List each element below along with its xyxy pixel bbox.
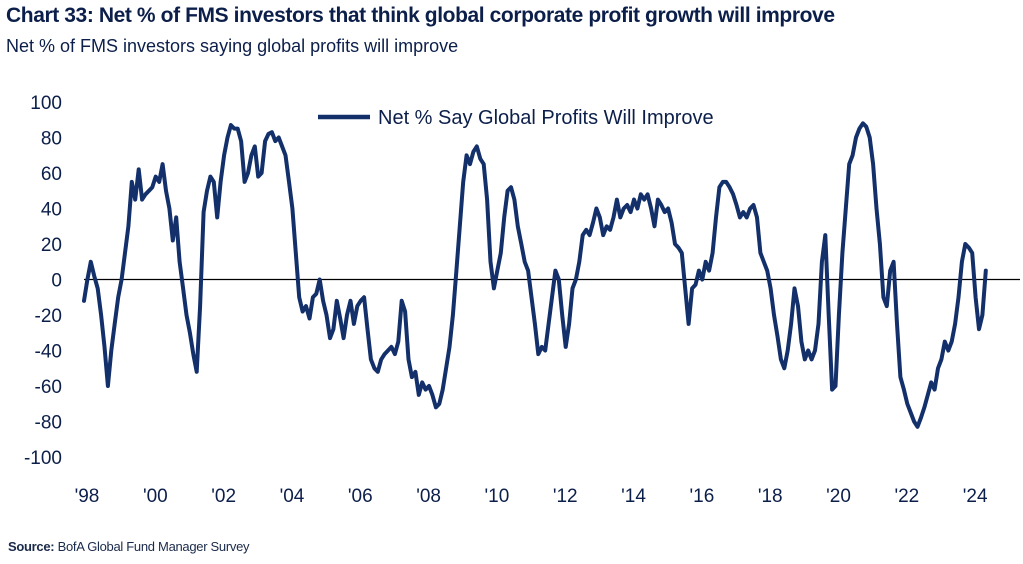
y-tick-label: -60 bbox=[35, 377, 62, 398]
series-line bbox=[82, 121, 988, 429]
x-tick-label: '02 bbox=[211, 486, 236, 507]
x-tick-label: '06 bbox=[348, 486, 373, 507]
x-tick-label: '24 bbox=[963, 486, 988, 507]
y-tick-label: 100 bbox=[30, 93, 62, 114]
y-tick-label: -100 bbox=[24, 448, 62, 469]
x-tick-label: '00 bbox=[143, 486, 168, 507]
x-tick-label: '12 bbox=[553, 486, 578, 507]
source-note: Source: BofA Global Fund Manager Survey bbox=[8, 539, 250, 554]
x-tick-label: '10 bbox=[485, 486, 510, 507]
x-tick-label: '04 bbox=[280, 486, 305, 507]
x-axis-ticks: '98 '00 '02 '04 '06 '08 '10 '12 '14 '16 '18 '20 '22 '… bbox=[75, 486, 988, 507]
x-tick-label: '22 bbox=[894, 486, 919, 507]
x-tick-label: '18 bbox=[758, 486, 783, 507]
source-label: Source: bbox=[8, 539, 55, 554]
legend: Net % Say Global Profits Will Improve bbox=[318, 107, 714, 129]
x-tick-label: '08 bbox=[416, 486, 441, 507]
x-tick-label: '98 bbox=[75, 486, 100, 507]
y-tick-label: -20 bbox=[35, 306, 62, 327]
y-tick-label: 20 bbox=[41, 235, 62, 256]
x-tick-label: '20 bbox=[826, 486, 851, 507]
y-tick-label: 80 bbox=[41, 129, 62, 150]
y-tick-label: 60 bbox=[41, 164, 62, 185]
chart-subtitle: Net % of FMS investors saying global pro… bbox=[6, 36, 459, 56]
x-tick-label: '14 bbox=[621, 486, 646, 507]
x-tick-label: '16 bbox=[690, 486, 715, 507]
y-tick-label: 40 bbox=[41, 200, 62, 221]
y-tick-label: -40 bbox=[35, 342, 62, 363]
y-tick-label: 0 bbox=[51, 271, 62, 292]
legend-label: Net % Say Global Profits Will Improve bbox=[378, 107, 714, 129]
source-text: BofA Global Fund Manager Survey bbox=[57, 539, 250, 554]
series-group bbox=[82, 121, 988, 429]
y-tick-label: -80 bbox=[35, 413, 62, 434]
chart-title: Chart 33: Net % of FMS investors that th… bbox=[6, 4, 835, 27]
y-axis-ticks: 100 80 60 40 20 0 -20 -40 -60 -80 -100 bbox=[24, 93, 62, 469]
